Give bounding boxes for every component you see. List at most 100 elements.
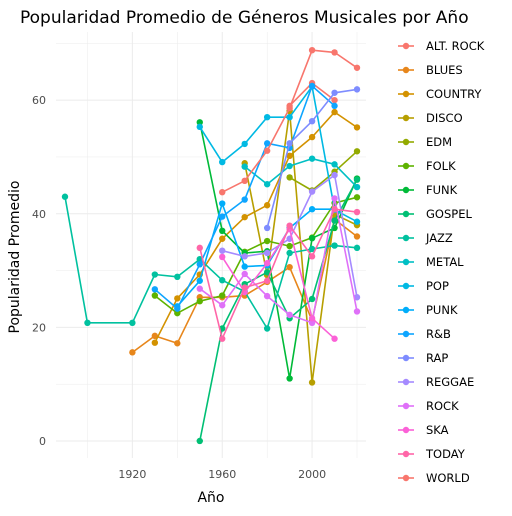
series-line bbox=[244, 157, 358, 188]
x-tick-label: 2000 bbox=[298, 468, 326, 481]
legend-label: GOSPEL bbox=[426, 207, 472, 221]
series-line bbox=[199, 197, 358, 324]
series-world bbox=[219, 46, 361, 196]
legend-label: COUNTRY bbox=[426, 87, 482, 101]
legend-label: PUNK bbox=[426, 303, 458, 317]
data-point bbox=[219, 213, 226, 220]
legend-key-point bbox=[402, 450, 410, 458]
data-point bbox=[308, 46, 316, 54]
data-point bbox=[151, 286, 159, 293]
data-point bbox=[263, 147, 271, 154]
data-point bbox=[331, 108, 338, 116]
legend-key-point bbox=[402, 42, 410, 50]
data-point bbox=[241, 140, 248, 148]
legend-item: TODAY bbox=[398, 447, 466, 461]
data-point bbox=[174, 273, 181, 281]
data-point bbox=[263, 269, 271, 276]
data-point bbox=[84, 319, 91, 327]
data-point bbox=[308, 245, 316, 253]
data-point bbox=[263, 259, 271, 267]
legend-label: FOLK bbox=[426, 159, 456, 173]
series-layer bbox=[61, 46, 361, 445]
y-axis-label: Popularidad Promedio bbox=[7, 181, 23, 334]
legend-key-point bbox=[402, 234, 410, 242]
data-point bbox=[353, 64, 361, 71]
data-point bbox=[308, 253, 316, 260]
data-point bbox=[353, 244, 361, 252]
series-line bbox=[199, 208, 358, 340]
series-today bbox=[196, 206, 361, 342]
data-point bbox=[286, 104, 293, 112]
data-point bbox=[196, 119, 203, 126]
data-point bbox=[263, 249, 271, 257]
legend-item: METAL bbox=[398, 255, 464, 269]
data-point bbox=[353, 218, 361, 225]
legend-item: COUNTRY bbox=[398, 87, 482, 101]
series-line bbox=[199, 85, 358, 223]
legend-label: DISCO bbox=[426, 111, 463, 125]
series-rock bbox=[196, 195, 361, 327]
data-point bbox=[286, 311, 293, 319]
data-point bbox=[129, 319, 136, 327]
data-point bbox=[331, 217, 338, 224]
data-point bbox=[331, 89, 338, 96]
legend-label: EDM bbox=[426, 135, 452, 149]
legend-key-point bbox=[402, 162, 410, 170]
data-point bbox=[353, 86, 361, 93]
series-rap bbox=[263, 86, 361, 232]
legend-key-point bbox=[402, 90, 410, 98]
legend-item: JAZZ bbox=[398, 231, 453, 245]
data-point bbox=[241, 163, 248, 170]
legend-item: ALT. ROCK bbox=[398, 39, 485, 53]
data-point bbox=[353, 148, 361, 155]
data-point bbox=[353, 194, 361, 201]
series-gospel bbox=[196, 176, 361, 445]
data-point bbox=[308, 206, 316, 213]
data-point bbox=[308, 234, 316, 242]
series-line bbox=[221, 228, 336, 340]
legend-item: SKA bbox=[398, 423, 449, 437]
legend-key-point bbox=[402, 330, 410, 338]
data-point bbox=[286, 140, 293, 147]
data-point bbox=[286, 375, 293, 382]
data-point bbox=[196, 285, 203, 292]
legend-item: EDM bbox=[398, 135, 452, 149]
data-point bbox=[219, 200, 226, 207]
data-point bbox=[331, 49, 338, 56]
data-point bbox=[196, 123, 203, 131]
legend-item: REGGAE bbox=[398, 375, 474, 389]
series-line bbox=[176, 202, 335, 307]
legend-key-point bbox=[402, 138, 410, 146]
data-point bbox=[196, 437, 203, 445]
legend-label: R&B bbox=[426, 327, 451, 341]
legend-label: ALT. ROCK bbox=[426, 39, 485, 53]
data-point bbox=[308, 133, 316, 141]
legend-item: FOLK bbox=[398, 159, 456, 173]
legend-label: REGGAE bbox=[426, 375, 474, 389]
data-point bbox=[241, 263, 248, 270]
data-point bbox=[286, 242, 293, 250]
data-point bbox=[331, 96, 338, 104]
series-line bbox=[289, 150, 358, 192]
legend-label: FUNK bbox=[426, 183, 458, 197]
legend-item: FUNK bbox=[398, 183, 458, 197]
data-point bbox=[286, 152, 293, 160]
data-point bbox=[219, 158, 226, 166]
data-point bbox=[263, 140, 271, 147]
legend-label: WORLD bbox=[426, 471, 470, 485]
data-point bbox=[331, 102, 338, 110]
data-point bbox=[174, 295, 181, 302]
data-point bbox=[196, 298, 203, 305]
data-point bbox=[241, 284, 248, 291]
data-point bbox=[196, 277, 203, 284]
legend-item: PUNK bbox=[398, 303, 458, 317]
data-point bbox=[263, 237, 271, 245]
data-point bbox=[129, 349, 136, 356]
data-point bbox=[219, 247, 226, 254]
y-tick-label: 20 bbox=[32, 321, 46, 334]
data-point bbox=[263, 181, 271, 188]
data-point bbox=[286, 263, 293, 271]
data-point bbox=[308, 295, 316, 303]
legend-item: BLUES bbox=[398, 63, 463, 77]
